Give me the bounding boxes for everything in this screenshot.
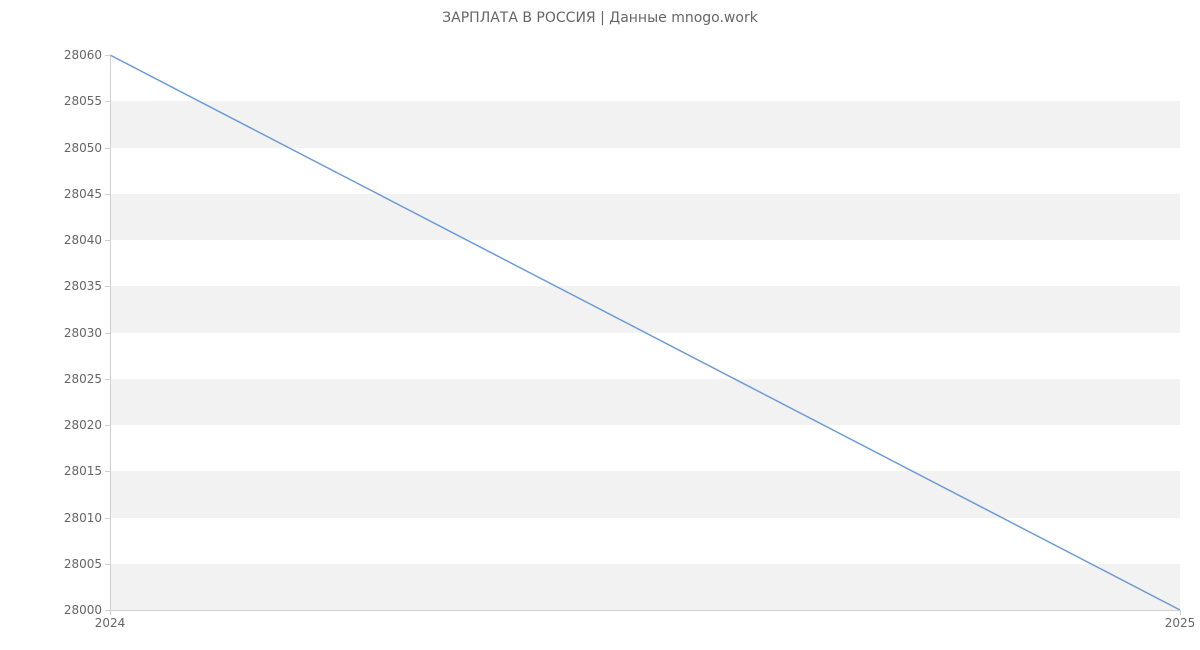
y-tick-label: 28055 <box>64 94 102 108</box>
x-axis-line <box>110 610 1180 611</box>
series-line <box>110 55 1180 610</box>
y-axis-line <box>110 55 111 610</box>
chart-container: ЗАРПЛАТА В РОССИЯ | Данные mnogo.work 28… <box>0 0 1200 650</box>
y-tick-label: 28040 <box>64 233 102 247</box>
y-tick-label: 28010 <box>64 511 102 525</box>
x-tick-label: 2024 <box>95 616 126 630</box>
chart-title: ЗАРПЛАТА В РОССИЯ | Данные mnogo.work <box>0 10 1200 26</box>
y-tick-label: 28045 <box>64 187 102 201</box>
y-tick-label: 28030 <box>64 326 102 340</box>
plot-area: 2800028005280102801528020280252803028035… <box>110 55 1180 610</box>
y-tick-label: 28035 <box>64 279 102 293</box>
x-tick-mark <box>1180 610 1181 615</box>
y-tick-label: 28005 <box>64 557 102 571</box>
y-tick-label: 28025 <box>64 372 102 386</box>
x-tick-label: 2025 <box>1165 616 1196 630</box>
y-tick-label: 28050 <box>64 141 102 155</box>
y-tick-label: 28020 <box>64 418 102 432</box>
y-tick-label: 28060 <box>64 48 102 62</box>
y-tick-label: 28015 <box>64 464 102 478</box>
y-tick-label: 28000 <box>64 603 102 617</box>
